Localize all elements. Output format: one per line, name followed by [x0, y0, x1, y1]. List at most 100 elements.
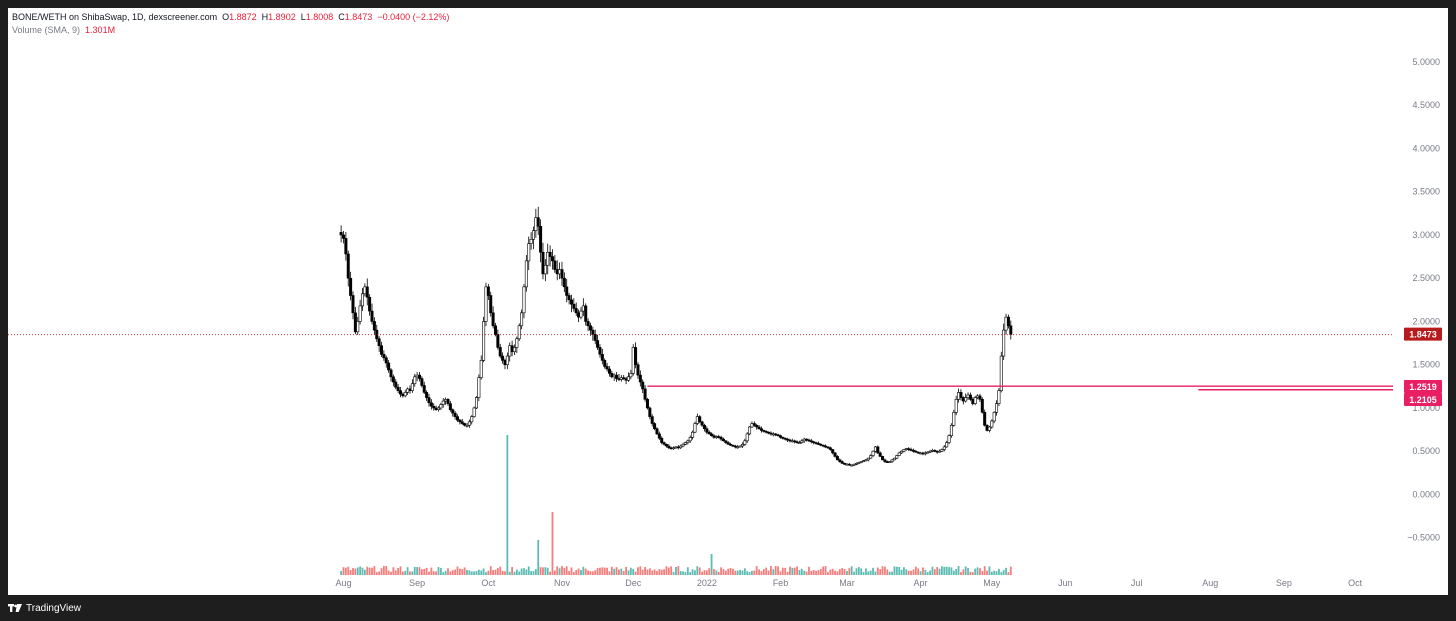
- candle: [446, 398, 450, 406]
- candle: [674, 446, 678, 449]
- chart-panel[interactable]: −0.5000 0.0000 0.5000 1.0000 1.5000 2.0000 2.5…: [8, 8, 1448, 595]
- x-tick-label: Jul: [1131, 578, 1143, 588]
- candle: [588, 322, 592, 336]
- volume-bar: [504, 571, 506, 575]
- volume-bar: [361, 567, 364, 575]
- candle: [441, 398, 445, 408]
- volume-bar: [530, 571, 533, 575]
- price-tag: 1.8473: [1404, 327, 1442, 341]
- volume-bar: [974, 568, 977, 575]
- volume-bar: [508, 571, 511, 575]
- candle: [676, 445, 680, 450]
- volume-bar: [857, 566, 860, 575]
- y-tick-label: 1.5000: [1412, 360, 1440, 370]
- volume-bar: [869, 570, 872, 575]
- volume-bar: [753, 570, 756, 575]
- volume-bar: [634, 571, 637, 575]
- candle: [797, 440, 801, 444]
- candle: [617, 374, 621, 382]
- volume-bar: [960, 572, 962, 575]
- volume-bar: [613, 569, 616, 575]
- volume-bar: [943, 566, 946, 575]
- volume-bar: [900, 569, 903, 575]
- candle: [550, 249, 554, 270]
- candle: [816, 441, 820, 446]
- candle: [835, 455, 839, 461]
- candle: [838, 458, 842, 463]
- candle: [619, 374, 623, 382]
- candle: [341, 230, 345, 244]
- candle: [634, 342, 638, 369]
- tradingview-name: TradingView: [26, 602, 82, 614]
- volume-label[interactable]: Volume (SMA, 9): [12, 25, 81, 35]
- candle: [408, 385, 412, 394]
- volume-bar: [380, 568, 383, 575]
- candle: [1006, 314, 1010, 329]
- volume-bar: [957, 565, 960, 575]
- volume-bar: [886, 569, 889, 575]
- volume-bar: [710, 554, 713, 575]
- volume-bar: [473, 571, 476, 575]
- volume-bar: [549, 571, 551, 575]
- candle: [465, 422, 469, 428]
- volume-bar: [416, 567, 419, 575]
- candle: [992, 411, 996, 424]
- volume-bar: [603, 567, 606, 575]
- candle: [691, 430, 695, 440]
- candle: [892, 457, 896, 461]
- candle: [995, 400, 999, 416]
- candle: [543, 259, 547, 282]
- volume-bar: [466, 569, 468, 575]
- tradingview-logo[interactable]: TradingView: [8, 601, 81, 615]
- candle: [954, 395, 958, 416]
- volume-bar: [551, 512, 554, 575]
- volume-bar: [938, 568, 941, 575]
- volume-bar: [952, 570, 955, 575]
- tradingview-icon: [8, 604, 22, 612]
- volume-bar: [903, 567, 905, 575]
- candle: [529, 232, 533, 250]
- volume-bar: [717, 571, 720, 575]
- volume-bar: [1002, 570, 1005, 575]
- price-axis[interactable]: −0.5000 0.0000 0.5000 1.0000 1.5000 2.0000 2.5…: [1407, 57, 1440, 543]
- volume-bar: [789, 566, 791, 575]
- candle: [427, 393, 431, 407]
- candle: [455, 414, 459, 423]
- candle: [365, 278, 369, 306]
- svg-text:1.8473: 1.8473: [1409, 330, 1437, 340]
- volume-bar: [860, 568, 863, 575]
- volume-bar: [936, 567, 939, 575]
- y-tick-label: 4.0000: [1412, 143, 1440, 153]
- volume-bar: [366, 566, 369, 575]
- price-chart[interactable]: −0.5000 0.0000 0.5000 1.0000 1.5000 2.0000 2.5…: [8, 8, 1448, 595]
- candle: [379, 341, 383, 357]
- volume-bar: [444, 570, 447, 575]
- volume-bar: [988, 566, 991, 575]
- candle: [859, 461, 863, 464]
- symbol-title[interactable]: BONE/WETH on ShibaSwap, 1D, dexscreener.…: [12, 12, 218, 22]
- candle: [681, 442, 685, 448]
- candle: [900, 450, 904, 455]
- candle: [864, 458, 868, 462]
- candle: [686, 439, 690, 445]
- volume-bar: [867, 571, 870, 575]
- volume-bar: [606, 567, 608, 575]
- volume-bar: [618, 569, 620, 575]
- volume-bar: [962, 569, 965, 575]
- candle: [743, 438, 747, 447]
- candle: [565, 278, 569, 303]
- candle: [384, 355, 388, 368]
- volume-bar: [496, 568, 499, 575]
- candle: [812, 440, 816, 445]
- time-axis[interactable]: Aug Sep Oct Nov Dec 2022 Feb Mar Apr May Jun Jul Aug…: [335, 578, 1362, 588]
- volume-bar: [477, 569, 480, 575]
- candle: [503, 358, 507, 370]
- candle: [591, 326, 595, 341]
- volume-bar: [385, 566, 388, 575]
- candle: [933, 449, 937, 453]
- candle: [643, 385, 647, 402]
- candle: [712, 434, 716, 439]
- candle: [795, 440, 799, 444]
- volume-bar: [394, 570, 397, 575]
